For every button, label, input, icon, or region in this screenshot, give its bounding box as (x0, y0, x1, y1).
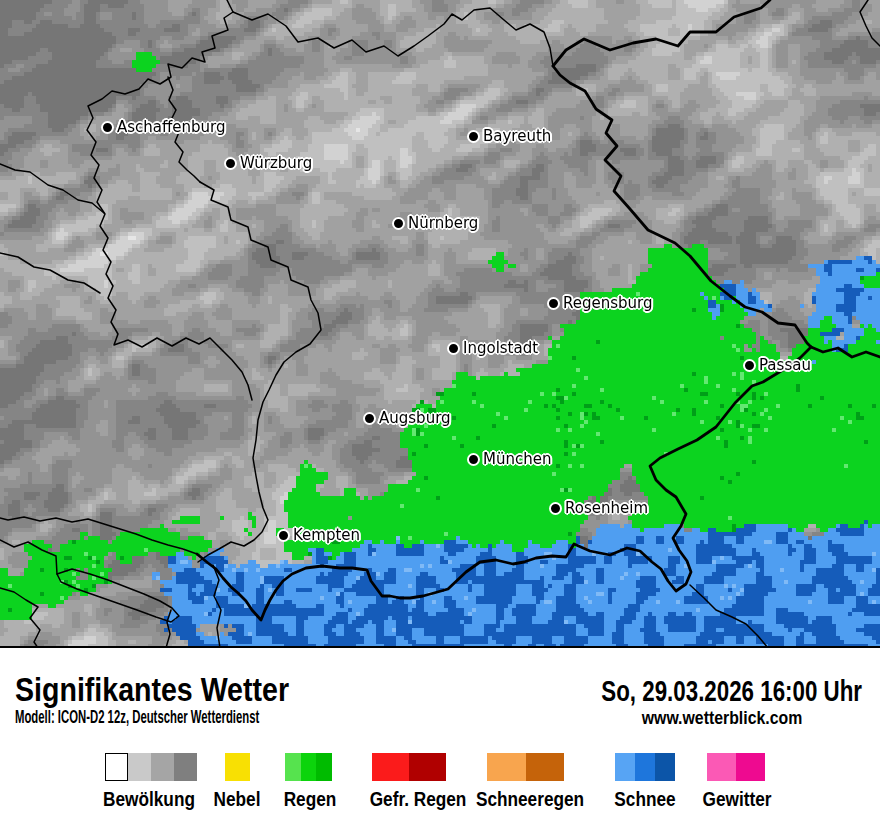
legend-swatch-regen-segment-1 (301, 753, 317, 781)
legend-swatch-schnee-segment-1 (635, 753, 655, 781)
city-label-kempten: Kempten (293, 526, 360, 544)
city-label-passau: Passau (759, 356, 811, 374)
model-info: Modell: ICON-D2 12z, Deutscher Wetterdie… (15, 707, 259, 728)
legend-swatch-gewitter-segment-1 (736, 753, 765, 781)
legend-swatch-schnee-segment-0 (615, 753, 635, 781)
city-label-aschaffenburg: Aschaffenburg (117, 118, 226, 136)
legend-swatch-schneeregen (487, 753, 564, 781)
weather-map-canvas (0, 0, 880, 648)
map-area: Aschaffenburg Würzburg Bayreuth Nürnberg Reg… (0, 0, 880, 648)
legend-swatch-gewitter (707, 753, 765, 781)
legend-label-gewitter: Gewitter (737, 787, 821, 811)
legend-label-regen: Regen (310, 787, 374, 811)
website-link: www.wetterblick.com (642, 708, 803, 729)
legend-swatch-bew-lkung-segment-0 (105, 753, 128, 781)
city-label-m-nchen: München (483, 450, 551, 468)
page-title: Signifikantes Wetter (15, 670, 289, 709)
legend-swatch-gefr-regen-segment-0 (372, 753, 409, 781)
legend-swatch-bew-lkung (105, 753, 197, 781)
legend-swatch-nebel (225, 753, 250, 781)
legend-swatch-schneeregen-segment-0 (487, 753, 526, 781)
legend-swatch-schnee-segment-2 (655, 753, 675, 781)
legend-swatch-bew-lkung-segment-2 (151, 753, 174, 781)
legend-swatch-bew-lkung-segment-1 (128, 753, 151, 781)
legend-swatch-regen-segment-2 (316, 753, 332, 781)
legend-swatch-regen (285, 753, 332, 781)
legend-swatch-nebel-segment-0 (225, 753, 250, 781)
legend-swatch-regen-segment-0 (285, 753, 301, 781)
legend-swatch-schnee (615, 753, 675, 781)
legend-swatch-gewitter-segment-0 (707, 753, 736, 781)
city-label-n-rnberg: Nürnberg (408, 214, 478, 232)
city-label-rosenheim: Rosenheim (565, 499, 648, 517)
city-label-augsburg: Augsburg (379, 409, 451, 427)
legend-swatch-bew-lkung-segment-3 (174, 753, 197, 781)
legend-swatch-schneeregen-segment-1 (526, 753, 565, 781)
weather-app: Aschaffenburg Würzburg Bayreuth Nürnberg Reg… (0, 0, 880, 830)
legend-swatch-gefr-regen-segment-1 (409, 753, 446, 781)
city-label-bayreuth: Bayreuth (483, 127, 551, 145)
city-label-regensburg: Regensburg (563, 294, 653, 312)
city-label-w-rzburg: Würzburg (240, 154, 312, 172)
legend-swatch-gefr-regen (372, 753, 446, 781)
city-label-ingolstadt: Ingolstadt (463, 339, 538, 357)
datetime-label: So, 29.03.2026 16:00 Uhr (601, 675, 862, 708)
